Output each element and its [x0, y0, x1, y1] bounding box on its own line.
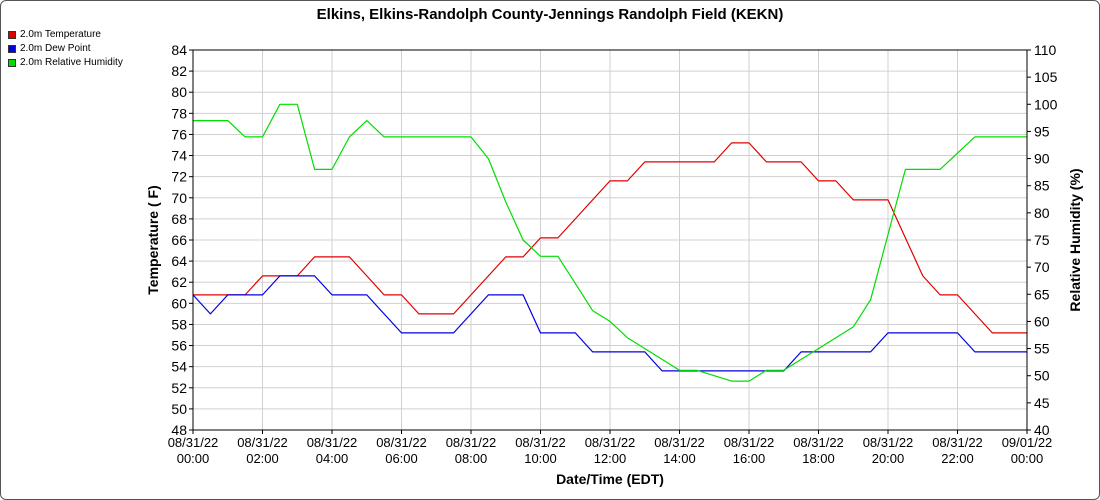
grid — [192, 49, 1028, 431]
x-axis-ticks: 08/31/2200:0008/31/2202:0008/31/2204:000… — [168, 430, 1053, 466]
x-tick-time: 14:00 — [663, 451, 696, 466]
y-right-tick-label: 65 — [1034, 286, 1050, 302]
y-left-tick-label: 72 — [171, 169, 187, 185]
x-tick-time: 18:00 — [802, 451, 835, 466]
x-tick-date: 08/31/22 — [724, 435, 775, 450]
x-tick-date: 08/31/22 — [863, 435, 914, 450]
x-tick-date: 08/31/22 — [376, 435, 427, 450]
relative-humidity-line — [193, 103, 1027, 382]
y-left-tick-label: 62 — [171, 274, 187, 290]
y-right-tick-label: 70 — [1034, 259, 1050, 275]
x-tick-date: 08/31/22 — [654, 435, 705, 450]
legend-swatch-temperature — [8, 31, 16, 39]
y-right-tick-label: 110 — [1034, 42, 1057, 58]
x-tick-date: 08/31/22 — [168, 435, 219, 450]
chart-title: Elkins, Elkins-Randolph County-Jennings … — [317, 6, 784, 23]
y-left-tick-label: 54 — [171, 359, 187, 375]
x-tick-date: 08/31/22 — [793, 435, 844, 450]
y-right-tick-label: 85 — [1034, 178, 1050, 194]
y-left-tick-label: 50 — [171, 401, 187, 417]
y-left-tick-label: 82 — [171, 63, 187, 79]
x-axis-label: Date/Time (EDT) — [556, 471, 664, 487]
legend-item-temperature: 2.0m Temperature — [8, 28, 123, 42]
x-tick-time: 12:00 — [594, 451, 627, 466]
legend-swatch-relative-humidity — [8, 59, 16, 67]
x-tick-time: 02:00 — [246, 451, 279, 466]
legend-label-relative-humidity: 2.0m Relative Humidity — [20, 57, 123, 68]
y-right-tick-label: 80 — [1034, 205, 1050, 221]
y-left-tick-label: 60 — [171, 295, 187, 311]
y-axis-left-label: Temperature ( F) — [145, 185, 161, 294]
y-right-tick-label: 40 — [1034, 422, 1050, 438]
x-tick-date: 08/31/22 — [237, 435, 288, 450]
y-axis-right-ticks: 40 45 50 55 60 65 70 75 80 85 90 95 100 105 110 — [1027, 42, 1058, 438]
y-right-tick-label: 60 — [1034, 313, 1050, 329]
y-right-tick-label: 100 — [1034, 96, 1058, 112]
legend-label-dew-point: 2.0m Dew Point — [20, 43, 91, 54]
y-left-tick-label: 74 — [171, 148, 187, 164]
y-left-tick-label: 68 — [171, 211, 187, 227]
temperature-line — [193, 142, 1027, 334]
legend-item-dew-point: 2.0m Dew Point — [8, 42, 123, 56]
y-left-tick-label: 58 — [171, 316, 187, 332]
y-left-tick-label: 66 — [171, 232, 187, 248]
y-right-tick-label: 75 — [1034, 232, 1050, 248]
y-left-tick-label: 80 — [171, 84, 187, 100]
x-tick-time: 00:00 — [1011, 451, 1044, 466]
x-tick-time: 06:00 — [385, 451, 418, 466]
x-tick-time: 22:00 — [941, 451, 974, 466]
y-axis-left-ticks: 48 50 52 54 56 58 60 62 64 66 68 70 72 74 76 78 80 82 84 — [171, 42, 193, 438]
y-left-tick-label: 78 — [171, 105, 187, 121]
x-tick-time: 10:00 — [524, 451, 557, 466]
y-axis-right-label: Relative Humidity (%) — [1067, 168, 1083, 311]
x-tick-date: 08/31/22 — [585, 435, 636, 450]
legend-swatch-dew-point — [8, 45, 16, 53]
x-tick-date: 08/31/22 — [446, 435, 497, 450]
y-left-tick-label: 70 — [171, 190, 187, 206]
x-tick-date: 08/31/22 — [307, 435, 358, 450]
y-left-tick-label: 84 — [171, 42, 187, 58]
y-right-tick-label: 90 — [1034, 151, 1050, 167]
x-tick-time: 00:00 — [177, 451, 210, 466]
x-tick-date: 08/31/22 — [932, 435, 983, 450]
y-right-tick-label: 95 — [1034, 123, 1050, 139]
legend: 2.0m Temperature 2.0m Dew Point 2.0m Rel… — [8, 28, 123, 70]
y-left-tick-label: 48 — [171, 422, 187, 438]
series-layer — [192, 103, 1027, 382]
x-tick-time: 16:00 — [733, 451, 766, 466]
y-right-tick-label: 45 — [1034, 395, 1050, 411]
x-tick-time: 08:00 — [455, 451, 488, 466]
y-right-tick-label: 55 — [1034, 341, 1050, 357]
y-right-tick-label: 50 — [1034, 368, 1050, 384]
y-left-tick-label: 64 — [171, 253, 187, 269]
y-left-tick-label: 76 — [171, 126, 187, 142]
legend-label-temperature: 2.0m Temperature — [20, 29, 101, 40]
x-tick-date: 09/01/22 — [1002, 435, 1053, 450]
x-tick-time: 20:00 — [872, 451, 905, 466]
x-tick-date: 08/31/22 — [515, 435, 566, 450]
x-tick-time: 04:00 — [316, 451, 349, 466]
legend-item-relative-humidity: 2.0m Relative Humidity — [8, 56, 123, 70]
dew-point-line — [192, 275, 1027, 372]
y-left-tick-label: 52 — [171, 380, 187, 396]
y-right-tick-label: 105 — [1034, 69, 1058, 85]
y-left-tick-label: 56 — [171, 338, 187, 354]
